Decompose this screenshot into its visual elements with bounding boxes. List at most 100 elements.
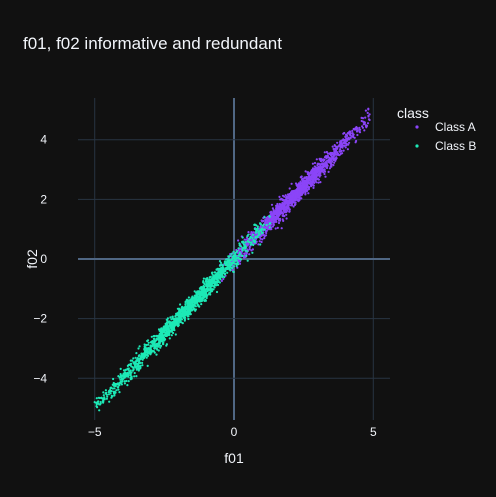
data-point — [118, 381, 121, 384]
data-point — [129, 362, 132, 366]
data-point — [136, 363, 139, 366]
y-axis-title: f02 — [24, 249, 40, 269]
data-point — [349, 136, 352, 139]
data-point — [271, 207, 274, 210]
legend-item-class-b[interactable]: Class B — [415, 139, 476, 153]
data-point — [198, 296, 202, 299]
data-point — [306, 183, 309, 187]
data-point — [286, 206, 289, 210]
data-point — [250, 249, 253, 252]
data-point — [189, 304, 193, 307]
legend[interactable]: class Class A Class B — [397, 105, 476, 153]
data-point — [200, 303, 203, 306]
data-point — [241, 236, 244, 239]
data-point — [211, 277, 214, 280]
data-point — [157, 328, 161, 331]
data-point — [336, 141, 339, 144]
data-point — [205, 295, 208, 298]
data-point — [276, 226, 279, 229]
data-point — [297, 196, 300, 199]
data-point — [172, 328, 175, 331]
data-point — [288, 210, 291, 213]
data-point — [306, 181, 310, 184]
data-point — [166, 323, 169, 326]
data-point — [209, 283, 212, 286]
data-point — [95, 403, 98, 406]
data-point — [323, 170, 327, 173]
series-class-b — [93, 215, 272, 412]
data-point — [108, 389, 112, 392]
legend-item-class-a[interactable]: Class A — [415, 120, 476, 134]
data-point — [291, 200, 294, 203]
data-point — [110, 390, 113, 393]
data-point — [321, 163, 325, 166]
data-point — [195, 293, 198, 297]
data-point — [149, 352, 152, 355]
data-point — [219, 272, 222, 275]
data-point — [165, 328, 168, 331]
data-point — [272, 221, 275, 224]
data-point — [300, 193, 303, 196]
data-point — [126, 384, 129, 387]
data-point — [260, 240, 263, 244]
data-point — [126, 364, 129, 367]
data-point — [187, 317, 190, 321]
data-point — [343, 144, 346, 147]
data-point — [184, 303, 187, 306]
data-point — [345, 139, 348, 143]
data-point — [294, 182, 298, 185]
data-point — [249, 233, 252, 236]
data-point — [249, 235, 252, 238]
data-point — [303, 185, 306, 188]
data-point — [362, 120, 365, 124]
data-point — [354, 127, 357, 130]
data-point — [344, 141, 347, 144]
data-point — [98, 396, 101, 400]
data-point — [140, 355, 143, 358]
data-point — [123, 382, 126, 385]
data-point — [201, 292, 204, 295]
data-point — [311, 162, 314, 165]
data-point — [255, 224, 258, 227]
data-point — [205, 287, 208, 291]
data-point — [269, 222, 272, 225]
data-point — [246, 237, 249, 241]
data-point — [216, 267, 219, 270]
data-point — [283, 215, 286, 218]
data-point — [328, 167, 331, 170]
data-point — [181, 305, 184, 308]
data-point — [203, 290, 206, 293]
data-point — [153, 334, 156, 338]
legend-label: Class B — [435, 139, 476, 153]
data-point — [221, 274, 224, 277]
data-point — [222, 267, 225, 270]
data-point — [238, 262, 242, 265]
data-point — [358, 126, 361, 129]
data-point — [324, 175, 327, 178]
data-point — [191, 302, 194, 305]
data-point — [155, 345, 159, 348]
data-point — [323, 151, 326, 154]
data-point — [296, 193, 299, 196]
data-point — [169, 324, 172, 327]
data-point — [112, 377, 115, 381]
data-point — [167, 328, 170, 331]
data-point — [275, 207, 278, 210]
data-point — [338, 150, 342, 153]
data-point — [322, 165, 325, 168]
data-point — [218, 281, 221, 284]
legend-title: class — [397, 105, 429, 121]
data-point — [236, 250, 239, 253]
data-point — [160, 338, 163, 342]
data-point — [95, 397, 98, 400]
data-point — [203, 299, 206, 302]
data-point — [176, 307, 179, 310]
legend-marker — [415, 125, 419, 129]
data-point — [361, 117, 365, 120]
data-point — [105, 397, 108, 400]
data-point — [131, 366, 134, 369]
data-point — [264, 219, 267, 222]
data-point — [265, 216, 268, 219]
data-point — [348, 141, 351, 144]
data-point — [344, 146, 347, 149]
